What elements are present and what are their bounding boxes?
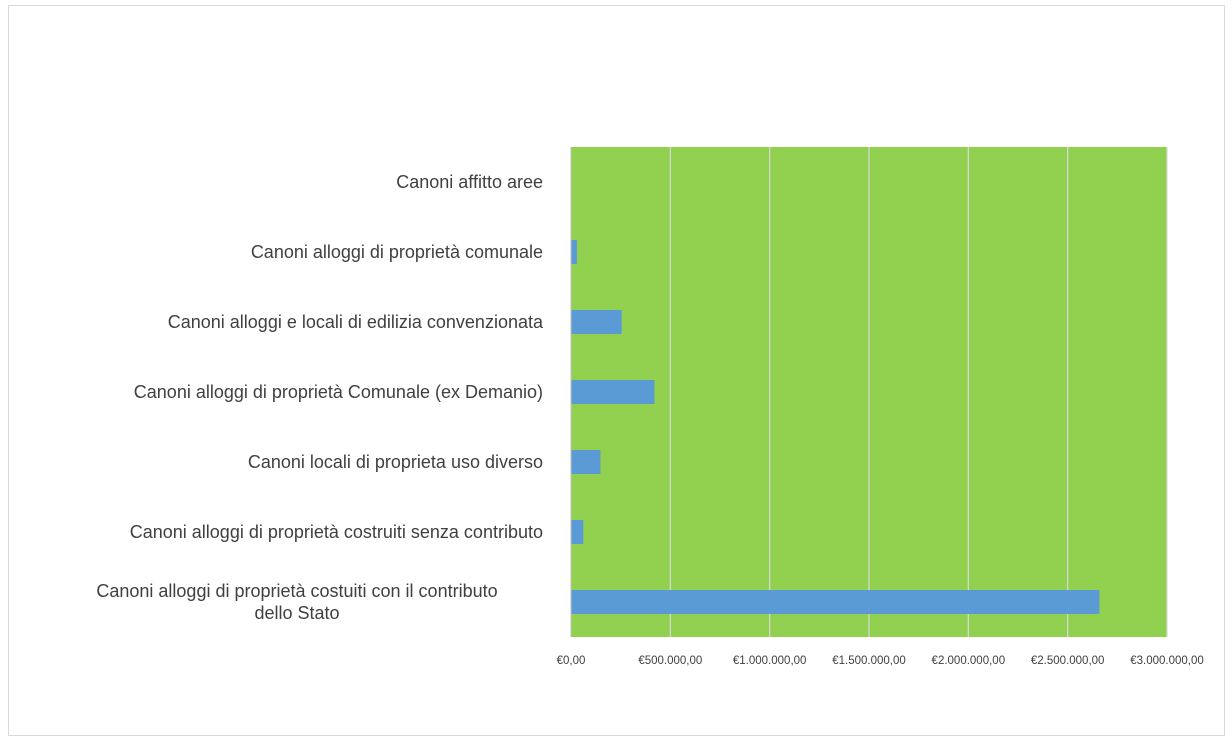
category-label: Canoni alloggi e locali di edilizia conv… [168,312,544,332]
x-tick-label: €2.500.000,00 [1031,655,1105,667]
chart-frame: Canoni affitto aree Canoni alloggi di pro… [8,5,1225,736]
category-label: Canoni affitto aree [396,172,543,192]
x-tick-label: €2.000.000,00 [932,655,1006,667]
bar [571,240,577,264]
x-tick-label: €3.000.000,00 [1130,655,1204,667]
bar [571,310,622,334]
bar-chart: Canoni affitto aree Canoni alloggi di pro… [96,147,1204,667]
category-label: Canoni alloggi di proprietà costruiti se… [130,522,543,542]
bar [571,590,1100,614]
x-tick-label: €1.000.000,00 [733,655,807,667]
bar [571,380,655,404]
category-label: Canoni alloggi di proprietà Comunale (ex… [134,382,543,402]
category-label: Canoni alloggi di proprietà comunale [251,242,543,262]
category-label: dello Stato [254,603,339,623]
x-tick-label: €0,00 [557,655,586,667]
bar [571,450,601,474]
x-tick-label: €500.000,00 [638,655,702,667]
category-label: Canoni locali di proprieta uso diverso [248,452,543,472]
x-tick-label: €1.500.000,00 [832,655,906,667]
category-label: Canoni alloggi di proprietà costuiti con… [96,581,497,601]
bar [571,520,584,544]
